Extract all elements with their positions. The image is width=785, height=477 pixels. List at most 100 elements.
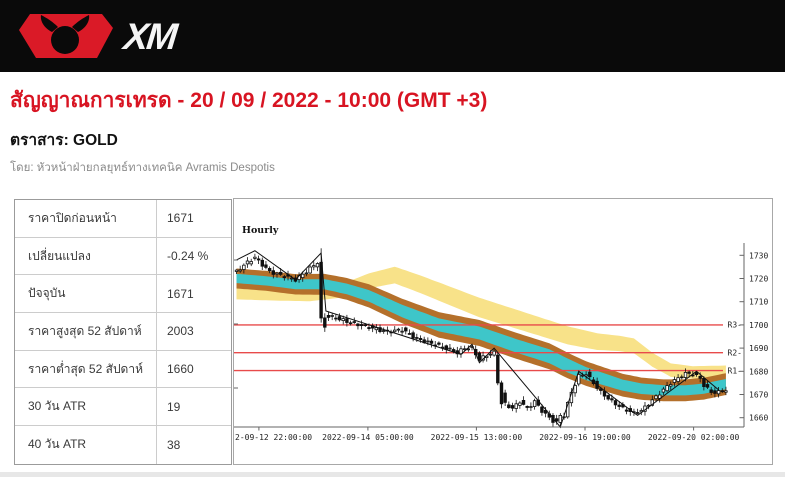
x-axis-label: 2022-09-15 13:00:00 xyxy=(431,433,523,442)
page-title: สัญญาณการเทรด - 20 / 09 / 2022 - 10:00 (… xyxy=(10,89,488,112)
instrument-label: ตราสาร: GOLD xyxy=(10,132,118,149)
candle-body xyxy=(507,404,511,408)
xm-logo[interactable]: XM xyxy=(14,12,178,60)
candle-body xyxy=(275,272,279,275)
candle-body xyxy=(367,327,371,330)
x-axis-label: 2022-09-20 02:00:00 xyxy=(648,433,740,442)
bull-icon xyxy=(19,14,113,58)
candle-body xyxy=(381,330,386,332)
candle-body xyxy=(392,329,397,333)
stats-label: 40 วัน ATR xyxy=(15,426,157,464)
resistance-label: R1- xyxy=(728,366,742,375)
stats-value: 1660 xyxy=(167,362,194,377)
candle-body xyxy=(319,261,323,319)
candle-body xyxy=(680,376,684,379)
stats-label: ราคาปิดก่อนหน้า xyxy=(15,200,157,237)
candle-body xyxy=(613,400,618,406)
candle-body xyxy=(709,389,713,393)
candle-body xyxy=(499,382,504,405)
stats-label: เปลี่ยนแปลง xyxy=(15,237,157,275)
candle-body xyxy=(588,371,592,378)
candle-body xyxy=(444,345,448,350)
y-axis-label: 1700 xyxy=(749,321,768,330)
candle-body xyxy=(687,371,691,374)
candle-body xyxy=(400,330,404,333)
candle-body xyxy=(459,348,463,355)
candle-body xyxy=(672,379,677,383)
candle-body xyxy=(573,384,577,394)
gold-chart: R3- R2- R1- 1730 1720 1710 1700 1690 1680 1670 166… xyxy=(233,198,773,465)
candle-body xyxy=(488,353,493,356)
candle-body xyxy=(326,315,331,318)
x-axis-label: 2022-09-16 19:00:00 xyxy=(539,433,631,442)
candle-body xyxy=(521,399,526,405)
candle-body xyxy=(525,405,529,408)
candle-body xyxy=(606,395,610,400)
candle-body xyxy=(256,258,261,261)
footer-strip xyxy=(0,472,785,477)
candle-body xyxy=(267,268,272,272)
candle-body xyxy=(271,270,275,275)
byline: โดย: หัวหน้าฝ่ายกลยุทธ์ทางเทคนิค Avramis… xyxy=(10,162,275,174)
candle-body xyxy=(264,264,268,268)
top-navbar: XM xyxy=(0,0,785,72)
y-axis-label: 1730 xyxy=(749,251,768,260)
candle-body xyxy=(356,323,360,327)
candle-body xyxy=(348,322,353,325)
stats-value: 38 xyxy=(167,437,181,452)
candle-body xyxy=(260,259,264,267)
candle-body xyxy=(510,405,515,409)
stats-row: ปัจจุบัน 1671 xyxy=(15,275,231,314)
candle-body xyxy=(345,318,349,323)
candle-body xyxy=(492,350,496,356)
candle-body xyxy=(253,256,257,259)
y-axis-label: 1660 xyxy=(749,414,768,423)
stats-row: 30 วัน ATR 19 xyxy=(15,388,231,427)
candle-body xyxy=(532,400,537,407)
candle-body xyxy=(683,371,688,378)
candle-body xyxy=(514,403,518,409)
candle-body xyxy=(308,266,312,274)
candle-body xyxy=(429,340,434,344)
x-axis-label: 2-09-12 22:00:00 xyxy=(235,433,312,442)
candle-body xyxy=(654,395,658,400)
stats-row: 40 วัน ATR 38 xyxy=(15,426,231,464)
candle-body xyxy=(418,337,423,340)
candle-body xyxy=(341,318,345,321)
timeframe-label: Hourly xyxy=(242,225,279,236)
candle-body xyxy=(301,273,305,278)
resistance-label: R2- xyxy=(728,349,742,358)
candle-body xyxy=(713,390,717,394)
candle-body xyxy=(282,276,286,279)
candle-body xyxy=(694,372,699,376)
brand-text: XM xyxy=(121,15,178,57)
candle-body xyxy=(602,390,607,397)
candle-body xyxy=(238,269,242,272)
y-axis-label: 1690 xyxy=(749,344,768,353)
candle-body xyxy=(477,352,482,361)
stats-label: ปัจจุบัน xyxy=(15,275,157,313)
stats-value: -0.24 % xyxy=(167,249,209,264)
y-axis-label: 1670 xyxy=(749,391,768,400)
candle-body xyxy=(540,406,544,413)
candle-body xyxy=(415,337,419,339)
stats-value: 1671 xyxy=(167,286,194,301)
stats-table: ราคาปิดก่อนหน้า 1671 เปลี่ยนแปลง -0.24 % ปัจ… xyxy=(14,199,232,465)
candle-body xyxy=(668,384,673,387)
candle-body xyxy=(312,265,316,268)
candle-body xyxy=(503,392,507,403)
candle-body xyxy=(705,384,710,388)
candle-body xyxy=(661,388,666,393)
candle-body xyxy=(363,324,367,326)
candle-body xyxy=(720,390,724,393)
stats-value: 1671 xyxy=(167,211,194,226)
candle-body xyxy=(334,317,338,320)
candle-body xyxy=(624,409,629,412)
candle-body xyxy=(426,340,430,343)
candle-body xyxy=(323,317,327,328)
resistance-label: R3- xyxy=(728,321,742,330)
stats-value: 2003 xyxy=(167,324,194,339)
stats-row: ราคาปิดก่อนหน้า 1671 xyxy=(15,200,231,238)
candle-body xyxy=(245,260,250,265)
